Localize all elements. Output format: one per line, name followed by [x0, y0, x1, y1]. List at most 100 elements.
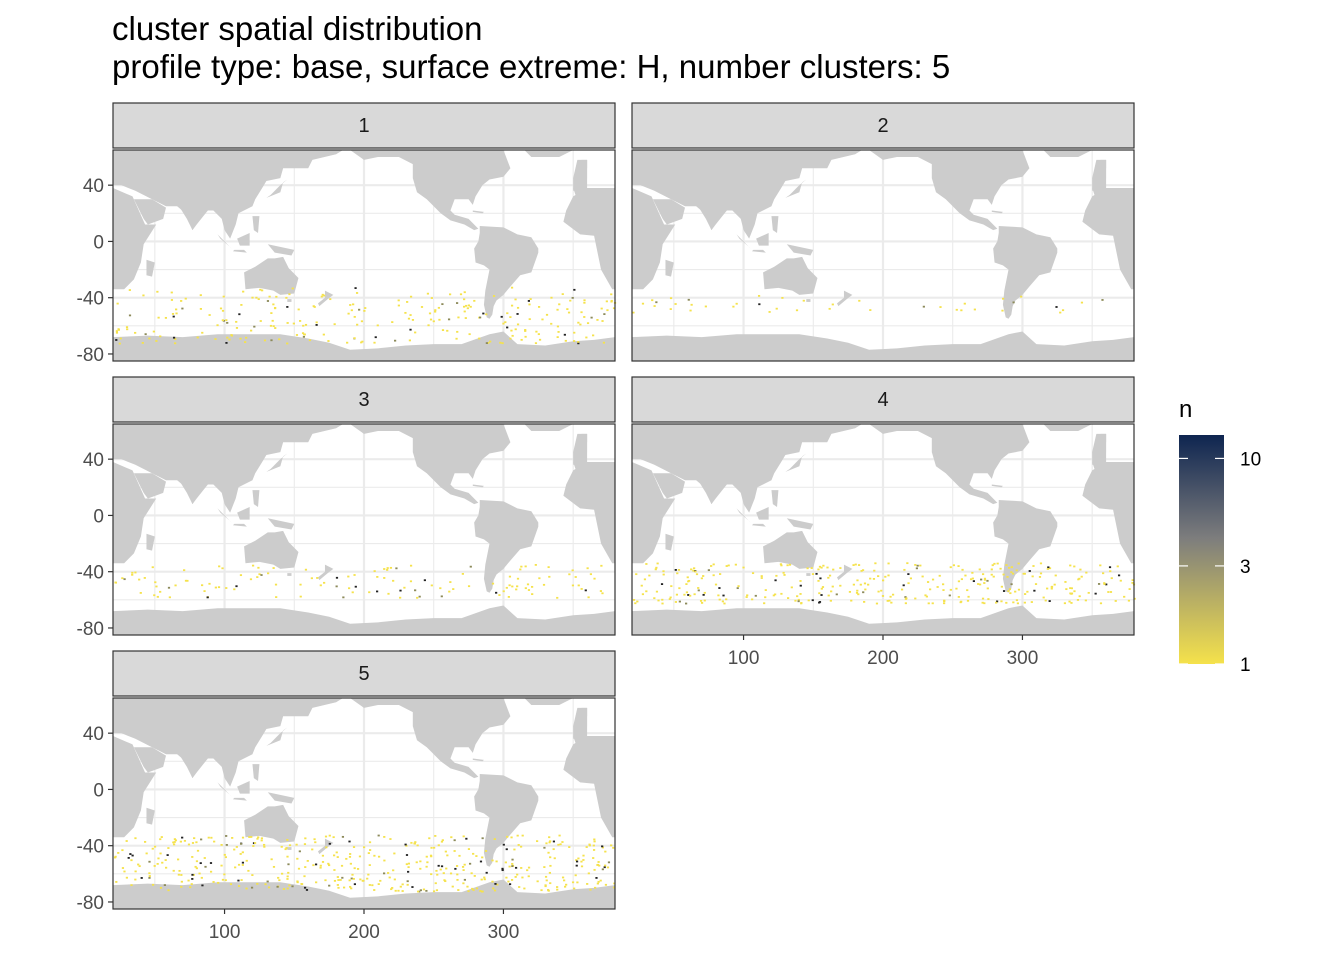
- data-cell: [760, 577, 763, 579]
- data-cell: [409, 580, 413, 583]
- data-cell: [1099, 602, 1103, 605]
- data-cell: [607, 861, 611, 864]
- data-cell: [458, 854, 461, 857]
- data-cell: [782, 571, 785, 574]
- data-cell: [786, 564, 789, 567]
- facet-label: 5: [358, 663, 369, 685]
- data-cell: [856, 579, 859, 582]
- data-cell: [422, 888, 426, 891]
- data-cell: [226, 336, 229, 339]
- data-cell: [442, 872, 445, 875]
- data-cell: [278, 879, 281, 882]
- data-cell: [604, 850, 607, 853]
- data-cell: [535, 330, 538, 333]
- data-cell: [409, 564, 413, 567]
- facet-panel-1: 1 40 0 -40 -80: [77, 102, 617, 366]
- data-cell: [941, 583, 945, 586]
- data-cell: [406, 301, 409, 303]
- data-cell: [1085, 571, 1088, 574]
- x-tick-label: 100: [209, 922, 241, 943]
- data-cell: [694, 570, 697, 573]
- data-cell: [564, 339, 567, 342]
- data-cell: [1069, 587, 1072, 590]
- data-cell: [250, 836, 253, 838]
- data-cell: [296, 857, 299, 860]
- data-cell: [368, 849, 372, 851]
- data-cell: [977, 583, 980, 585]
- data-cell: [683, 593, 686, 596]
- data-cell: [712, 563, 715, 566]
- data-cell: [597, 880, 600, 883]
- data-cell: [394, 889, 397, 892]
- data-cell: [425, 855, 428, 858]
- data-cell: [548, 841, 551, 844]
- data-cell: [258, 573, 261, 576]
- data-cell: [864, 588, 867, 591]
- data-cell: [199, 308, 202, 310]
- data-cell: [348, 840, 351, 843]
- data-cell: [1070, 602, 1073, 604]
- y-tick-label: -40: [77, 289, 104, 310]
- data-cell: [634, 602, 637, 605]
- facet-strip: [112, 102, 616, 149]
- data-cell: [469, 565, 472, 568]
- data-cell: [360, 320, 364, 323]
- data-cell: [377, 883, 380, 886]
- data-cell: [751, 598, 754, 601]
- data-cell: [995, 600, 999, 603]
- data-cell: [482, 312, 485, 315]
- data-cell: [760, 575, 763, 577]
- data-cell: [437, 864, 440, 867]
- data-cell: [697, 589, 700, 592]
- data-cell: [593, 577, 596, 580]
- data-cell: [537, 333, 540, 336]
- data-cell: [547, 889, 550, 891]
- data-cell: [869, 577, 872, 580]
- data-cell: [228, 338, 231, 341]
- data-cell: [635, 573, 638, 576]
- data-cell: [505, 876, 508, 879]
- data-cell: [509, 337, 512, 340]
- data-cell: [224, 879, 227, 882]
- data-cell: [426, 292, 430, 295]
- data-cell: [140, 877, 143, 879]
- data-cell: [600, 564, 603, 567]
- data-cell: [392, 869, 395, 872]
- data-cell: [678, 587, 681, 590]
- data-cell: [971, 571, 974, 574]
- data-cell: [874, 562, 877, 565]
- data-cell: [612, 886, 616, 889]
- data-cell: [632, 599, 636, 601]
- data-cell: [121, 577, 124, 580]
- data-cell: [1108, 566, 1112, 569]
- data-cell: [347, 312, 350, 315]
- data-cell: [373, 854, 376, 857]
- data-cell: [457, 889, 460, 891]
- data-cell: [491, 880, 494, 883]
- data-cell: [518, 886, 521, 888]
- data-cell: [199, 862, 202, 865]
- data-cell: [414, 331, 417, 334]
- data-cell: [863, 600, 866, 603]
- data-cell: [527, 589, 531, 591]
- data-cell: [393, 878, 396, 881]
- data-cell: [692, 569, 695, 572]
- data-cell: [285, 847, 288, 849]
- data-cell: [241, 836, 245, 839]
- data-cell: [794, 599, 797, 602]
- data-cell: [514, 328, 517, 331]
- data-cell: [861, 569, 865, 572]
- data-cell: [134, 878, 137, 881]
- data-cells: [113, 834, 616, 893]
- data-cell: [390, 888, 393, 891]
- data-cell: [723, 602, 726, 605]
- data-cell: [196, 849, 200, 852]
- data-cell: [574, 874, 577, 877]
- data-cell: [173, 838, 176, 841]
- data-cell: [172, 869, 175, 872]
- data-cell: [855, 591, 859, 594]
- data-cell: [322, 333, 325, 336]
- data-cell: [590, 316, 593, 319]
- data-cell: [890, 601, 893, 604]
- data-cell: [914, 597, 917, 600]
